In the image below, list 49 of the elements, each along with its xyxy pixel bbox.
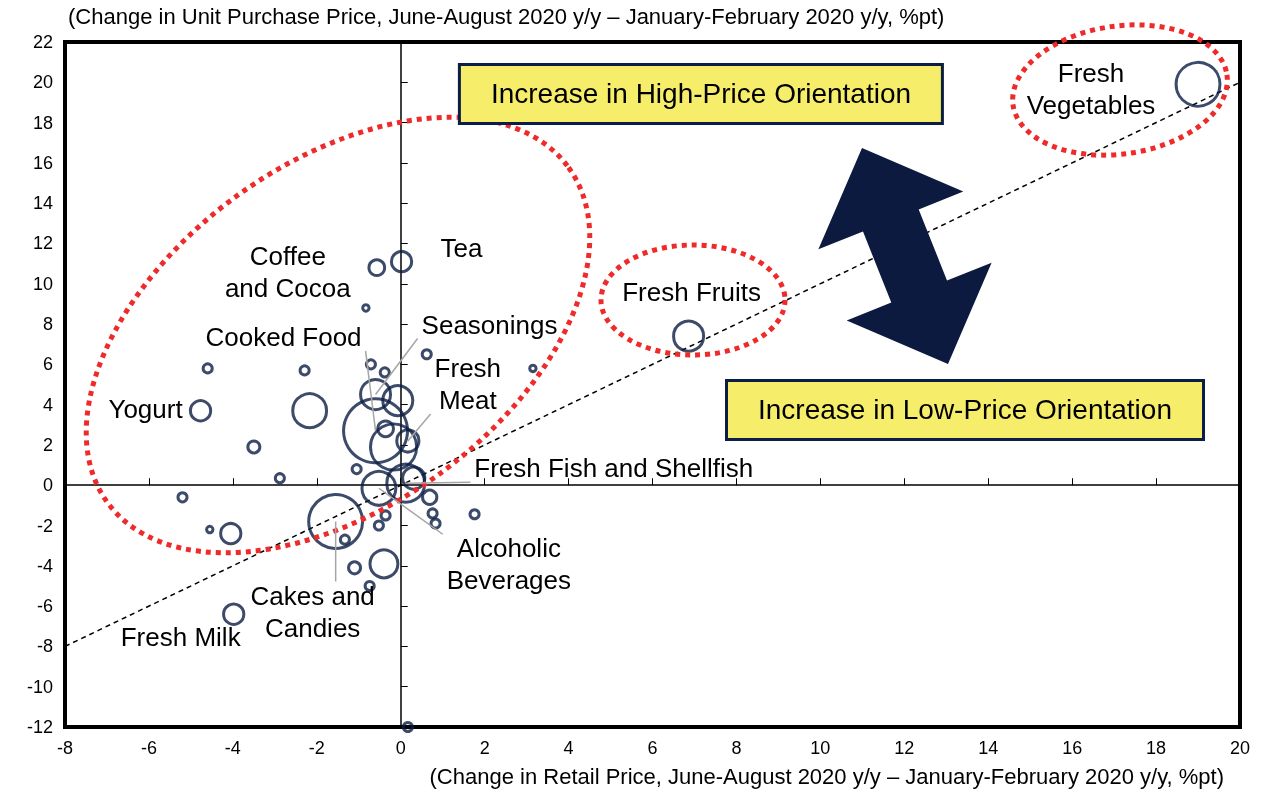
y-tick-label: -6 bbox=[36, 596, 53, 617]
y-tick-label: -8 bbox=[36, 636, 53, 657]
annotation: Fresh Milk bbox=[120, 621, 241, 654]
annotation: Coffee and Cocoa bbox=[224, 239, 351, 304]
x-tick-label: 10 bbox=[810, 738, 831, 758]
annotation: Fresh Vegetables bbox=[1026, 57, 1156, 122]
y-tick-label: 2 bbox=[42, 434, 53, 455]
annotation: Fresh Fruits bbox=[622, 276, 761, 309]
x-tick-label: 8 bbox=[731, 738, 742, 758]
x-tick-label: 18 bbox=[1146, 738, 1167, 758]
annotation: Increase in High-Price Orientation bbox=[457, 63, 945, 125]
x-tick-label: -4 bbox=[224, 738, 241, 758]
y-tick-label: 18 bbox=[32, 112, 53, 133]
annotation: Seasonings bbox=[421, 308, 558, 341]
y-tick-label: 6 bbox=[42, 354, 53, 375]
x-tick-label: -8 bbox=[56, 738, 74, 758]
y-tick-label: -12 bbox=[26, 717, 53, 737]
x-tick-label: 20 bbox=[1229, 738, 1251, 758]
x-tick-label: 12 bbox=[894, 738, 915, 758]
x-tick-label: 0 bbox=[395, 738, 406, 758]
y-tick-label: 22 bbox=[32, 32, 53, 52]
y-tick-label: -2 bbox=[36, 515, 53, 536]
annotation: Alcoholic Beverages bbox=[446, 532, 572, 597]
y-tick-label: 4 bbox=[42, 394, 53, 415]
annotation: Cooked Food bbox=[205, 320, 362, 353]
y-tick-label: 0 bbox=[42, 475, 53, 496]
x-tick-label: 14 bbox=[978, 738, 999, 758]
x-tick-label: 6 bbox=[647, 738, 658, 758]
annotation: Yogurt bbox=[108, 392, 183, 425]
y-tick-label: 20 bbox=[32, 72, 53, 93]
x-tick-label: 2 bbox=[479, 738, 490, 758]
annotation: Fresh Fish and Shellfish bbox=[474, 452, 754, 485]
y-tick-label: 14 bbox=[32, 193, 53, 214]
annotation: Fresh Meat bbox=[434, 351, 502, 416]
x-tick-label: 16 bbox=[1062, 738, 1083, 758]
annotation: Tea bbox=[440, 231, 483, 264]
annotation: Cakes and Candies bbox=[250, 579, 375, 644]
y-tick-label: 12 bbox=[32, 233, 53, 254]
x-tick-label: -6 bbox=[140, 738, 157, 758]
y-tick-label: 8 bbox=[42, 314, 53, 335]
y-tick-label: 10 bbox=[32, 273, 53, 294]
y-tick-label: -4 bbox=[36, 555, 53, 576]
x-tick-label: -2 bbox=[308, 738, 325, 758]
y-axis-title: (Change in Unit Purchase Price, June-August 2020 y/y – January-February 2020 y/y, %pt) bbox=[68, 4, 945, 30]
y-tick-label: 16 bbox=[32, 152, 53, 173]
x-axis-title: (Change in Retail Price, June-August 2020 y/y – January-February 2020 y/y, %pt) bbox=[429, 764, 1224, 790]
x-tick-label: 4 bbox=[563, 738, 574, 758]
annotation: Increase in Low-Price Orientation bbox=[725, 379, 1205, 441]
y-tick-label: -10 bbox=[26, 676, 53, 697]
